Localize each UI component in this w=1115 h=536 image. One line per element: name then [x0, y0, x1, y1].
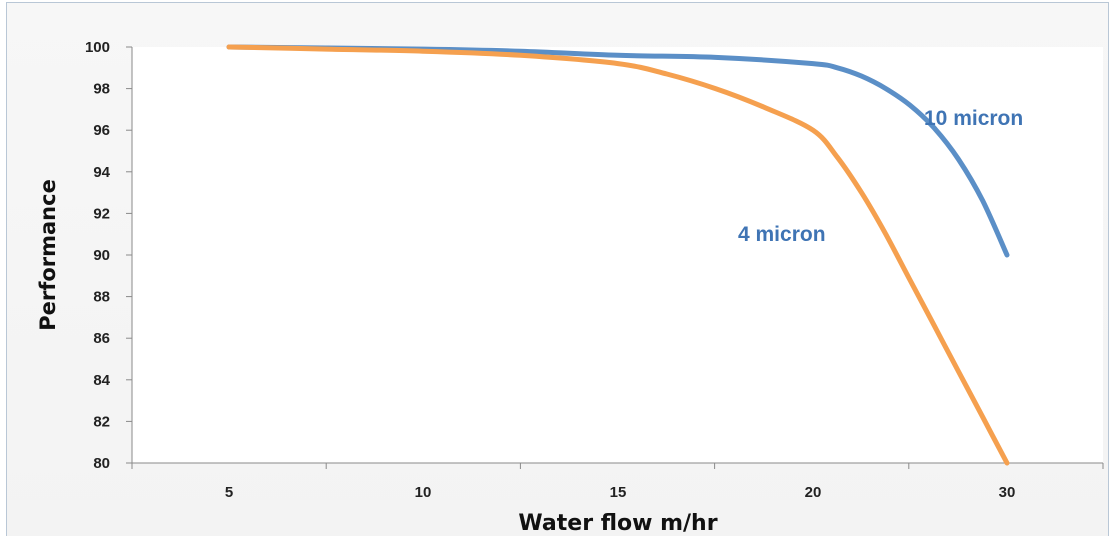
y-tick-label: 84 [93, 372, 110, 389]
plot-area [132, 47, 1103, 463]
y-tick-label: 94 [93, 164, 110, 181]
x-tick-label: 30 [999, 484, 1016, 501]
y-tick-label: 86 [93, 330, 110, 347]
y-tick-label: 92 [93, 205, 110, 222]
y-tick-label: 88 [93, 289, 110, 306]
x-tick-label: 20 [805, 484, 822, 501]
y-tick-label: 96 [93, 122, 110, 139]
series-line-4-micron [226, 44, 1010, 466]
y-tick-label: 82 [93, 413, 110, 430]
series-label-10-micron: 10 micron [924, 107, 1023, 130]
tick-labels: 80 82 84 86 88 90 92 94 96 98 100 5 10 15 20 30 [85, 39, 1015, 501]
y-tick-label: 90 [93, 247, 110, 264]
y-tick-label: 100 [85, 39, 110, 56]
series-label-4-micron: 4 micron [738, 223, 826, 246]
y-axis-title: Performance [36, 179, 60, 331]
y-tick-label: 98 [93, 81, 110, 98]
axes [126, 46, 1104, 469]
x-tick-label: 5 [225, 484, 233, 501]
y-tick-label: 80 [93, 455, 110, 472]
x-axis-title: Water flow m/hr [518, 511, 717, 536]
series-lines [226, 44, 1010, 466]
x-tick-label: 15 [610, 484, 627, 501]
x-tick-label: 10 [415, 484, 432, 501]
